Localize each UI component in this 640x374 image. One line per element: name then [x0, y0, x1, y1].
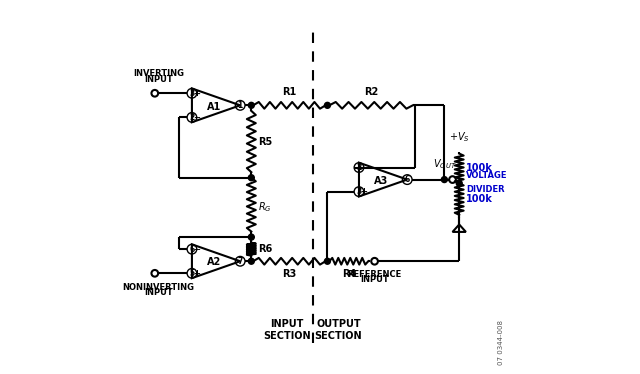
- Text: −: −: [193, 113, 200, 122]
- Text: 5: 5: [189, 269, 195, 278]
- Text: 6: 6: [404, 175, 410, 184]
- Text: 07 0344-008: 07 0344-008: [498, 320, 504, 365]
- Text: 3: 3: [189, 89, 195, 98]
- Text: R3: R3: [282, 269, 296, 279]
- Text: INPUT: INPUT: [144, 288, 173, 297]
- Circle shape: [248, 234, 254, 240]
- Text: INPUT
SECTION: INPUT SECTION: [263, 319, 310, 341]
- Text: OUTPUT
SECTION: OUTPUT SECTION: [315, 319, 362, 341]
- Text: 2: 2: [189, 113, 195, 122]
- Circle shape: [456, 180, 462, 186]
- Text: 7: 7: [237, 257, 243, 266]
- Text: +: +: [193, 89, 200, 98]
- Text: 2: 2: [356, 163, 362, 172]
- Text: DIVIDER: DIVIDER: [466, 185, 504, 194]
- Text: R1: R1: [282, 87, 296, 97]
- Text: −: −: [193, 245, 200, 254]
- Circle shape: [324, 258, 330, 264]
- Text: $+V_S$: $+V_S$: [449, 130, 470, 144]
- Text: 100k: 100k: [466, 163, 493, 172]
- Text: A3: A3: [374, 176, 388, 186]
- Text: INPUT: INPUT: [360, 275, 389, 284]
- Circle shape: [442, 177, 447, 183]
- Text: −: −: [360, 163, 367, 172]
- Text: A2: A2: [207, 257, 221, 267]
- Text: R5: R5: [258, 137, 272, 147]
- Text: INVERTING: INVERTING: [133, 69, 184, 78]
- Circle shape: [324, 102, 330, 108]
- Text: VOLTAGE: VOLTAGE: [466, 171, 508, 180]
- Text: INPUT: INPUT: [144, 75, 173, 84]
- Text: +: +: [193, 269, 200, 278]
- Circle shape: [248, 102, 254, 108]
- Text: +: +: [360, 187, 367, 196]
- Text: 100k: 100k: [466, 194, 493, 204]
- Text: $V_{OUT}$: $V_{OUT}$: [433, 157, 457, 171]
- Text: 6: 6: [189, 245, 195, 254]
- Text: R4: R4: [342, 269, 356, 279]
- Text: A1: A1: [207, 101, 221, 111]
- Text: R6: R6: [258, 244, 272, 254]
- Text: R2: R2: [364, 87, 378, 97]
- Circle shape: [248, 175, 254, 181]
- Text: 3: 3: [356, 187, 362, 196]
- Text: NONINVERTING: NONINVERTING: [122, 283, 195, 292]
- Text: REFERENCE: REFERENCE: [348, 270, 402, 279]
- Circle shape: [248, 258, 254, 264]
- Text: $R_G$: $R_G$: [258, 200, 271, 214]
- Text: 1: 1: [237, 101, 243, 110]
